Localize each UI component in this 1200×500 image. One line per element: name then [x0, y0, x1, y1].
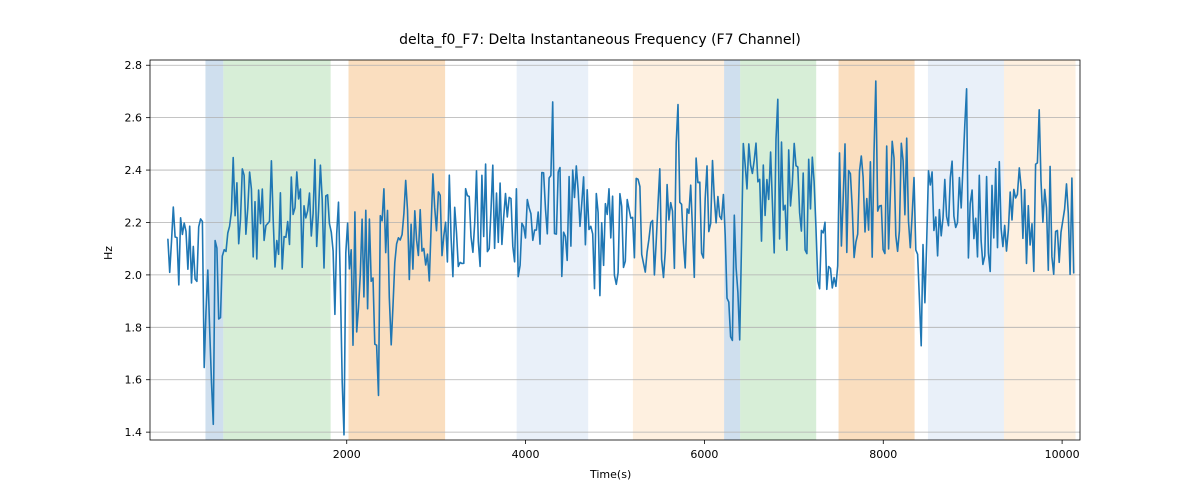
- shaded-band: [724, 60, 740, 440]
- xtick-label: 2000: [333, 448, 361, 461]
- ytick-label: 2.4: [125, 164, 143, 177]
- ytick-label: 1.4: [125, 426, 143, 439]
- ytick-label: 1.6: [125, 374, 143, 387]
- ytick-label: 1.8: [125, 321, 143, 334]
- plot-area: 2000 4000 6000 8000 10000 1.4 1.6 1.8 2.0 2.2 2.4 2…: [0, 0, 1200, 500]
- shaded-band: [223, 60, 330, 440]
- xtick-label: 6000: [690, 448, 718, 461]
- ytick-label: 2.6: [125, 112, 143, 125]
- xtick-label: 10000: [1045, 448, 1080, 461]
- chart-root: delta_f0_F7: Delta Instantaneous Frequen…: [0, 0, 1200, 500]
- ytick-label: 2.2: [125, 216, 143, 229]
- xtick-label: 8000: [869, 448, 897, 461]
- ytick-label: 2.0: [125, 269, 143, 282]
- xtick-label: 4000: [512, 448, 540, 461]
- ytick-label: 2.8: [125, 59, 143, 72]
